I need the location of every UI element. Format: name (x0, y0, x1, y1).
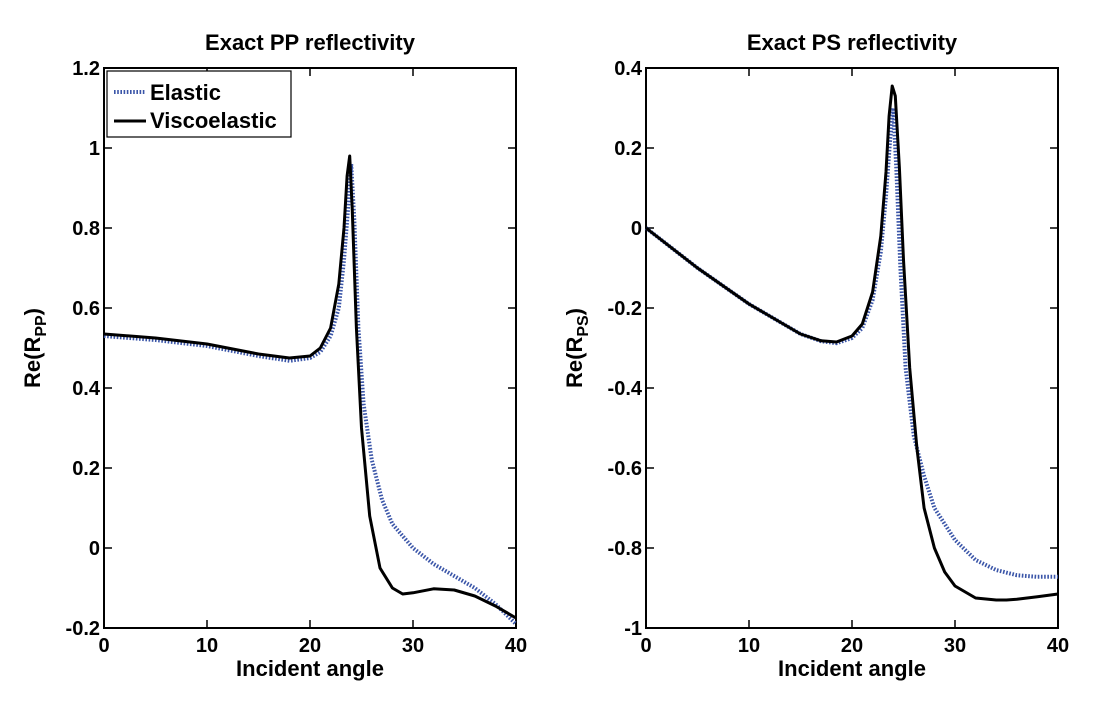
x-tick-label: 0 (98, 635, 109, 657)
x-tick-label: 40 (1047, 635, 1069, 657)
ps-reflectivity-chart: Exact PS reflectivity 0 10 20 30 40 -1 -0.8 -0… (562, 30, 1069, 681)
y-tick-label: 0.4 (614, 58, 643, 80)
series-line-viscoelastic (645, 84, 1059, 602)
y-tick-label: -0.2 (66, 618, 100, 640)
y-tick-label: -1 (624, 618, 642, 640)
y-tick-label: 1.2 (72, 58, 100, 80)
x-tick-label: 30 (944, 635, 966, 657)
x-tick-label: 20 (841, 635, 863, 657)
pp-reflectivity-chart: Exact PP reflectivity 0 10 20 30 40 -0.200.2… (20, 30, 527, 681)
ps-y-axis-label: Re(RPS) (562, 308, 592, 388)
ps-x-tick-labels: 0 10 20 30 40 (640, 635, 1069, 657)
x-tick-label: 0 (640, 635, 651, 657)
y-tick-label: 0 (631, 218, 642, 240)
ps-chart-title: Exact PS reflectivity (747, 30, 958, 55)
x-tick-label: 20 (299, 635, 321, 657)
y-tick-label: -0.8 (608, 538, 642, 560)
x-tick-label: 10 (196, 635, 218, 657)
pp-y-axis-label: Re(RPP) (20, 308, 50, 388)
pp-legend: Elastic Viscoelastic (106, 70, 292, 138)
y-tick-label: 1 (89, 138, 100, 160)
y-tick-label: 0.8 (72, 218, 100, 240)
series-line-elastic (644, 106, 1058, 579)
pp-ticks (103, 67, 517, 629)
pp-x-axis-label: Incident angle (236, 656, 384, 681)
y-tick-label: 0.6 (72, 298, 100, 320)
x-tick-label: 30 (402, 635, 424, 657)
pp-x-tick-labels: 0 10 20 30 40 (98, 635, 527, 657)
ps-y-axis-label-main: Re(R (562, 337, 587, 388)
series-line-elastic (103, 162, 518, 626)
ps-y-axis-label-close: ) (562, 308, 587, 315)
y-tick-label: 0.2 (614, 138, 642, 160)
x-tick-label: 40 (505, 635, 527, 657)
ps-axes-frame (645, 67, 1059, 629)
ps-ticks (645, 67, 1059, 629)
x-tick-label: 10 (738, 635, 760, 657)
ps-y-axis-label-sub: PS (575, 315, 592, 337)
y-tick-label: 0.2 (72, 458, 100, 480)
y-tick-label: 0.4 (72, 378, 101, 400)
pp-y-axis-label-close: ) (20, 308, 45, 315)
pp-axes-frame (103, 67, 517, 629)
pp-y-axis-label-sub: PP (33, 315, 50, 337)
series-line-viscoelastic (103, 154, 517, 620)
pp-y-tick-labels: -0.2 0 0.2 0.4 0.6 0.8 1 1.2 (66, 58, 101, 640)
y-tick-label: -0.2 (608, 298, 642, 320)
legend-viscoelastic-label: Viscoelastic (150, 108, 277, 133)
pp-legend-box (106, 70, 292, 138)
legend-elastic-label: Elastic (150, 80, 221, 105)
y-tick-label: 0 (89, 538, 100, 560)
ps-series (644, 84, 1059, 602)
pp-series (103, 154, 518, 626)
pp-chart-title: Exact PP reflectivity (205, 30, 416, 55)
ps-x-axis-label: Incident angle (778, 656, 926, 681)
pp-y-axis-label-main: Re(R (20, 337, 45, 388)
y-tick-label: -0.6 (608, 458, 642, 480)
ps-y-tick-labels: -1 -0.8 -0.6 -0.4 -0.2 0 0.2 0.4 (608, 58, 643, 640)
y-tick-label: -0.4 (608, 378, 643, 400)
